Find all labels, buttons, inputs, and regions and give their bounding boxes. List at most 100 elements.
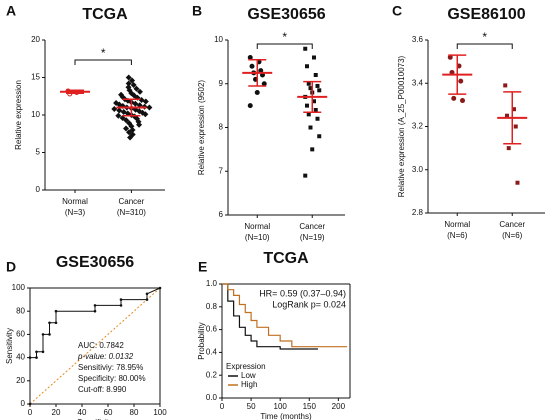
survival-curve (222, 283, 348, 348)
significance-bracket (456, 43, 513, 49)
roc-point (93, 304, 97, 307)
km-annotation: HR= 0.59 (0.37–0.94) (259, 288, 346, 298)
data-point (304, 64, 309, 69)
panel-letter: A (6, 3, 16, 19)
data-point (123, 117, 130, 124)
data-point (513, 124, 518, 129)
data-point (247, 55, 253, 60)
x-axis-label: Time (months) (260, 412, 312, 420)
panel-title: GSE30656 (56, 254, 134, 271)
roc-point (158, 286, 162, 290)
x-tick-label: Normal (62, 197, 88, 206)
y-tick-label: 1.0 (206, 279, 218, 288)
data-point (506, 146, 511, 151)
roc-annotation: p-value: 0.0132 (77, 352, 134, 361)
data-point (133, 85, 140, 92)
data-point (249, 63, 255, 69)
legend-label: High (241, 380, 257, 389)
x-tick-sublabel: (N=6) (502, 231, 523, 240)
data-point (142, 111, 149, 118)
x-tick-label: Cancer (299, 222, 325, 231)
data-point (136, 121, 143, 128)
data-point (254, 90, 260, 95)
y-tick-label: 0.0 (206, 393, 218, 402)
y-tick-label: 3.0 (412, 165, 424, 174)
data-point (311, 99, 316, 104)
data-point (303, 46, 308, 51)
y-tick-label: 0.8 (206, 302, 218, 311)
panel-title: TCGA (263, 250, 309, 267)
data-point (123, 125, 129, 132)
x-tick-label: Cancer (499, 220, 525, 229)
roc-point (35, 356, 38, 359)
roc-annotation: Sensitiviy: 78.95% (78, 363, 143, 372)
data-point (315, 116, 320, 121)
roc-point (145, 298, 149, 301)
x-tick-label: 100 (274, 402, 288, 411)
roc-point (54, 321, 58, 325)
roc-annotation: AUC: 0.7842 (78, 341, 124, 350)
error-bar (303, 80, 322, 113)
x-tick-label: 0 (220, 402, 225, 411)
panel-letter: C (392, 3, 402, 19)
km-annotation: LogRank p= 0.024 (272, 299, 346, 309)
y-tick-label: 15 (31, 73, 40, 82)
data-point (447, 54, 453, 60)
y-tick-label: 9 (219, 79, 224, 88)
data-point (115, 112, 122, 119)
y-axis-label: Sensitivity (5, 328, 14, 364)
roc-point (35, 350, 38, 354)
significance-label: * (282, 30, 287, 44)
data-point (317, 134, 322, 139)
y-tick-label: 3.6 (412, 35, 424, 44)
data-point (142, 98, 149, 105)
error-bar (503, 91, 522, 145)
error-bar (66, 89, 84, 94)
significance-label: * (482, 30, 487, 44)
y-axis-label: Relative expression (A_25_P00010073) (397, 55, 406, 197)
x-tick-sublabel: (N=10) (245, 233, 270, 242)
data-point (247, 103, 253, 109)
data-point (511, 107, 516, 112)
x-tick-label: Normal (244, 222, 270, 231)
error-bar (248, 58, 267, 87)
x-tick-label: 50 (247, 402, 256, 411)
x-tick-label: 150 (303, 402, 317, 411)
survival-curve (222, 283, 318, 350)
roc-point (93, 309, 97, 313)
data-point (146, 104, 153, 111)
data-point (127, 134, 134, 141)
data-point (458, 78, 464, 84)
y-tick-label: 5 (36, 148, 41, 157)
error-bar (122, 98, 141, 117)
y-tick-label: 60 (16, 330, 25, 339)
data-point (460, 98, 465, 104)
roc-point (119, 304, 123, 307)
data-point (111, 106, 118, 112)
x-tick-label: Cancer (119, 197, 145, 206)
y-tick-label: 0.4 (206, 348, 218, 357)
roc-point (48, 333, 51, 336)
y-tick-label: 3.2 (412, 122, 424, 131)
roc-annotation: Cut-off: 8.990 (78, 385, 127, 394)
y-tick-label: 0.2 (206, 370, 218, 379)
data-point (303, 173, 308, 178)
y-tick-label: 0.6 (206, 325, 218, 334)
data-point (451, 95, 457, 101)
x-tick-sublabel: (N=6) (447, 231, 468, 240)
y-tick-label: 0 (36, 185, 41, 194)
y-axis-label: Relative expression (9502) (197, 80, 206, 175)
y-tick-label: 80 (16, 306, 25, 315)
panel-letter: B (192, 3, 202, 19)
panel-title: GSE86100 (447, 6, 525, 23)
y-tick-label: 8 (219, 123, 224, 132)
y-tick-label: 20 (31, 35, 40, 44)
roc-point (41, 350, 45, 354)
significance-label: * (101, 46, 106, 60)
data-point (311, 55, 316, 60)
panel-title: GSE30656 (247, 6, 325, 23)
data-point (308, 125, 313, 130)
data-point (515, 180, 520, 185)
x-tick-label: 40 (78, 408, 87, 417)
y-tick-label: 10 (214, 35, 223, 44)
